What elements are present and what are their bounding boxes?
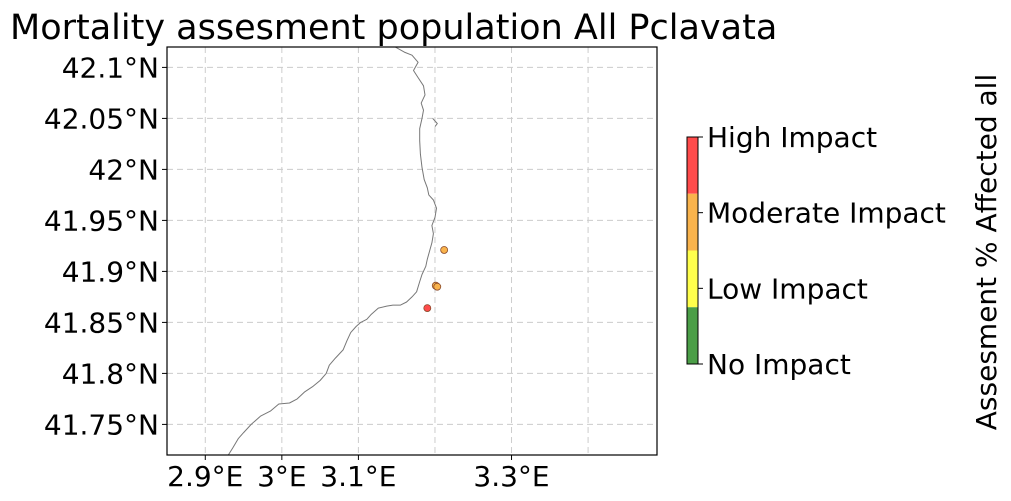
- colorbar-frame: [686, 136, 699, 365]
- lat-tick-label: 42.05°N: [44, 102, 159, 135]
- lat-tick-label: 41.95°N: [44, 204, 159, 237]
- latitude-tick-labels: 42.1°N 42.05°N 42°N 41.95°N 41.9°N 41.85°N 41.…: [44, 51, 167, 441]
- colorbar-tick-label: No Impact: [707, 348, 851, 381]
- lat-tick-label: 41.85°N: [44, 306, 159, 339]
- colorbar-segment: [687, 307, 698, 364]
- survey-sites: [423, 246, 449, 313]
- site-marker: [423, 304, 432, 313]
- colorbar-tick-label: Low Impact: [707, 272, 868, 305]
- lon-tick-label: 3.3°E: [473, 460, 549, 493]
- map-gridlines: [167, 47, 657, 455]
- lon-tick-label: 2.9°E: [167, 460, 243, 493]
- colorbar-segment: [687, 137, 698, 194]
- colorbar-tick-label: High Impact: [707, 121, 877, 154]
- lon-tick-label: 3.1°E: [320, 460, 396, 493]
- lat-tick-label: 41.75°N: [44, 408, 159, 441]
- lat-tick-label: 42°N: [88, 153, 159, 186]
- lat-tick-label: 41.8°N: [62, 357, 159, 390]
- lat-tick-label: 41.9°N: [62, 255, 159, 288]
- colorbar-segment: [687, 250, 698, 308]
- colorbar-label: Assesment % Affected all: [970, 74, 1003, 430]
- map-title: Mortality assesment population All Pclav…: [10, 8, 777, 48]
- colorbar-tick-label: Moderate Impact: [707, 197, 946, 230]
- impact-colorbar: High Impact Moderate Impact Low Impact No I…: [686, 121, 946, 381]
- map-frame: [166, 46, 658, 456]
- lon-tick-label: 3°E: [257, 460, 307, 493]
- coastline: [227, 47, 438, 455]
- longitude-tick-labels: 2.9°E 3°E 3.1°E 3.3°E: [167, 455, 550, 493]
- coastline-path: [227, 47, 437, 455]
- lat-tick-label: 42.1°N: [62, 51, 159, 84]
- colorbar-segment: [687, 193, 698, 251]
- islet-path: [432, 118, 438, 127]
- site-marker: [440, 246, 449, 254]
- site-marker: [433, 282, 442, 291]
